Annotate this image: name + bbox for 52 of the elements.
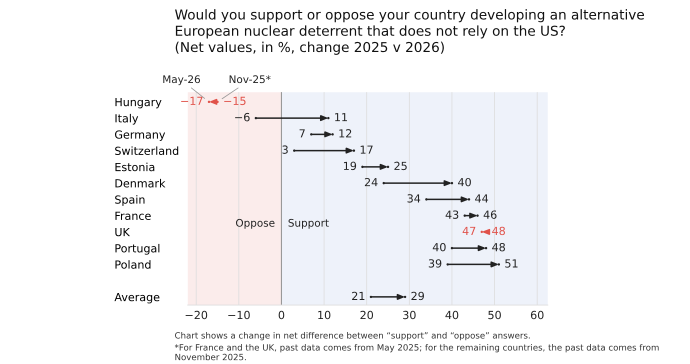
y-tick-label: Denmark [115,178,166,188]
data-label: 40 [432,242,446,252]
y-tick-label: Germany [115,130,166,141]
data-label: −6 [235,112,250,122]
x-tick-label: −20 [186,310,208,320]
data-label: 17 [360,146,373,154]
data-label: 11 [335,113,348,122]
x-tick-label: 60 [530,310,544,320]
x-tick-label: 40 [445,310,458,320]
data-label: 39 [428,259,442,268]
data-label: 47 [462,226,476,235]
data-label: 24 [364,178,378,186]
data-label: 48 [492,226,505,236]
y-tick-label: Estonia [115,162,154,172]
data-label: 48 [492,242,505,252]
chart-title: Would you support or oppose your country developing an alternative European nuclear deterrent that does not rely on the US? (Net values, in %, change 2025 v 2026) [175,9,644,55]
data-label: 21 [352,292,364,300]
y-tick-label: Italy [115,114,138,125]
data-label: 43 [446,210,458,219]
y-tick-label: Spain [115,195,144,206]
data-label: −15 [224,96,246,106]
band-label: Oppose [236,218,275,229]
data-label: 25 [394,162,407,170]
x-tick-label: −10 [228,310,250,320]
data-label: 44 [475,194,488,202]
y-tick-label: Hungary [115,98,162,108]
x-tick-label: 20 [360,310,374,320]
data-label: 34 [408,194,420,203]
data-label: −17 [181,96,202,105]
data-label: 51 [505,259,518,268]
x-tick-label: 30 [403,310,416,320]
data-label: 46 [484,210,497,219]
data-label: 3 [282,145,288,154]
text: *For France and the UK, past data comes from May 2025; for the remaining countries, the past data comes from November 2025. [174,344,659,360]
series-label: May-26 [163,75,200,86]
y-tick-label: France [115,212,151,220]
data-label: 29 [411,292,424,300]
band-label: Support [288,218,329,229]
y-tick-label: Portugal [115,244,160,255]
data-label: 12 [339,129,352,138]
y-tick-label: Switzerland [115,146,178,155]
data-label: 19 [344,162,356,170]
data-label: 40 [458,178,471,186]
data-label: 7 [300,129,305,138]
y-tick-label: Average [114,293,160,304]
text: Nov-25* [230,75,271,84]
x-tick-label: 50 [488,310,501,320]
y-tick-label: Poland [115,260,150,269]
y-tick-label: UK [115,228,130,236]
x-tick-label: 10 [318,310,330,320]
text: Chart shows a change in net difference between “support” and “oppose” answers. [175,332,530,340]
x-tick-label: 0 [278,310,284,320]
